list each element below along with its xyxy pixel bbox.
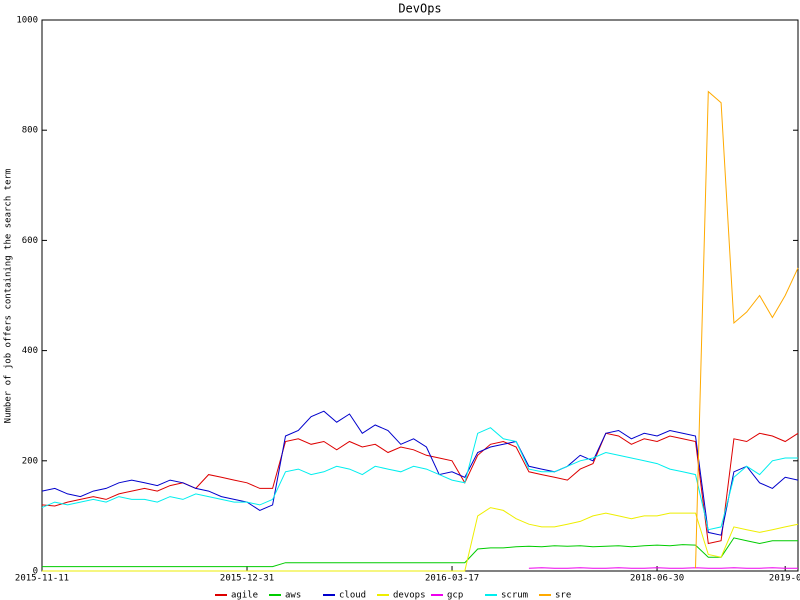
legend-label: devops [393, 591, 426, 600]
legend-label: gcp [447, 591, 463, 600]
x-tick-label: 2016-03-17 [425, 574, 479, 584]
legend-label: cloud [339, 591, 366, 600]
y-tick-label: 800 [22, 126, 38, 136]
legend-label: sre [555, 591, 571, 600]
y-axis-label: Number of job offers containing the sear… [4, 169, 14, 424]
series-line [41, 432, 799, 545]
legend-label: agile [231, 591, 258, 600]
x-tick-label: 2015-12-31 [220, 574, 274, 584]
series-line [41, 410, 799, 536]
y-tick-label: 200 [22, 456, 38, 466]
series-line [528, 567, 798, 569]
series-line [42, 507, 799, 572]
x-tick-label: 2018-06-30 [630, 574, 684, 584]
legend-label: aws [285, 591, 301, 600]
y-tick-label: 0 [33, 567, 38, 577]
series-line [42, 537, 798, 568]
plot-frame [41, 19, 799, 572]
legend-label: scrum [501, 591, 528, 600]
y-tick-label: 1000 [16, 16, 38, 26]
y-tick-label: 600 [22, 236, 38, 246]
x-tick-label: 2015-11-11 [15, 574, 69, 584]
y-tick-label: 400 [22, 346, 38, 356]
chart-title: DevOps [398, 2, 441, 16]
series-line [695, 90, 799, 569]
x-tick-label: 2019-0 [769, 574, 800, 584]
series-line [41, 427, 798, 531]
